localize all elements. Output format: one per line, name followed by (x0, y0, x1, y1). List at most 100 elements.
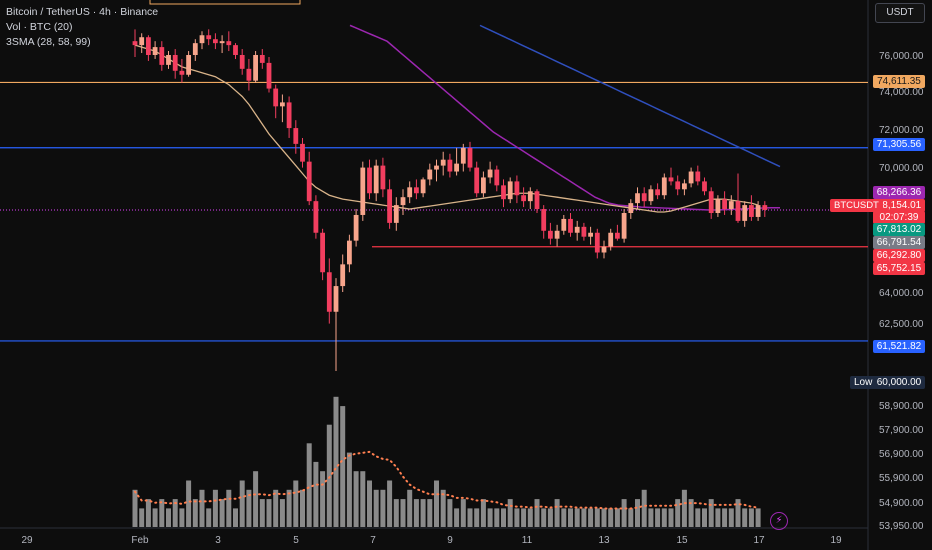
volume-bar (300, 489, 305, 527)
candle-body (152, 47, 158, 55)
time-tick: 19 (830, 535, 842, 546)
candle-body (588, 232, 593, 237)
time-tick: 5 (293, 535, 299, 546)
volume-bar (594, 508, 600, 527)
chart-legend: Bitcoin / TetherUS · 4h · Binance Vol · … (6, 5, 158, 50)
time-tick: 7 (370, 535, 376, 546)
candle-body (460, 147, 466, 164)
volume-bar (152, 508, 158, 527)
candle-body (675, 181, 681, 190)
candle-body (574, 226, 580, 233)
volume-bar (413, 499, 419, 527)
volume-bar (279, 499, 285, 527)
volume-bar (306, 443, 312, 527)
candle-body (708, 191, 714, 213)
volume-tick: 53,950.00 (879, 521, 924, 532)
candle-body (541, 209, 547, 231)
currency-button[interactable]: USDT (875, 3, 925, 23)
volume-bar (139, 508, 145, 527)
candle-body (306, 161, 312, 202)
candle-body (179, 70, 185, 75)
volume-bar (574, 508, 580, 527)
candle-body (233, 45, 238, 55)
candle-body (353, 214, 359, 241)
candle-body (454, 163, 459, 172)
volume-bar (219, 499, 225, 527)
time-tick: 29 (21, 535, 33, 546)
candle-body (340, 264, 346, 287)
volume-bar (681, 489, 687, 527)
sma-fast-line (134, 44, 759, 213)
candle-body (166, 55, 171, 65)
candle-body (601, 246, 607, 253)
candle-body (407, 187, 413, 198)
candle-body (742, 205, 748, 221)
candle-body (715, 199, 721, 213)
volume-bar (259, 499, 265, 527)
candle-body (554, 230, 560, 239)
time-tick: 9 (447, 535, 453, 546)
volume-bar (454, 508, 460, 527)
volume-bar (387, 480, 393, 527)
annotation-box (149, 0, 301, 5)
volume-indicator-label: Vol · BTC (20) (6, 21, 73, 33)
volume-bar (688, 499, 694, 527)
volume-bar (735, 499, 741, 527)
lightning-icon[interactable]: ⚡ (770, 512, 788, 530)
candle-body (373, 165, 379, 194)
candle-body (219, 41, 225, 44)
candle-body (393, 205, 399, 223)
volume-bar (293, 480, 299, 527)
volume-bar (534, 499, 540, 527)
candle-body (206, 35, 212, 40)
volume-bar (427, 499, 433, 527)
price-tag-65752: 65,752.15 (873, 262, 925, 275)
volume-bar (474, 508, 480, 527)
sma-mid-line (349, 24, 780, 211)
volume-bar (326, 424, 332, 527)
volume-bar (320, 471, 326, 527)
candle-body (420, 179, 426, 194)
candle-body (481, 177, 486, 194)
candle-body (146, 37, 151, 55)
volume-bar (588, 508, 594, 527)
candle-body (668, 177, 674, 182)
volume-bar (239, 480, 245, 527)
volume-bar (581, 508, 587, 527)
volume-bar (742, 508, 748, 527)
sma-fast-tag: 67,813.02 (873, 223, 925, 236)
candle-body (186, 55, 191, 75)
candle-body (608, 232, 614, 247)
volume-bar (501, 508, 506, 527)
candle-body (266, 62, 272, 89)
candle-body (641, 193, 647, 202)
volume-bar (614, 508, 620, 527)
volume-bar (722, 508, 728, 527)
volume-bar (172, 499, 178, 527)
time-tick: Feb (131, 535, 149, 546)
time-tick: 15 (676, 535, 688, 546)
candle-body (648, 189, 654, 202)
volume-tick: 56,900.00 (879, 449, 924, 460)
candle-body (300, 143, 305, 162)
candle-body (320, 232, 325, 273)
volume-bar (467, 508, 473, 527)
volume-bar (367, 480, 372, 527)
volume-bar (233, 508, 238, 527)
price-tag-61521: 61,521.82 (873, 340, 925, 353)
volume-bar (601, 508, 607, 527)
volume-tick: 58,900.00 (879, 401, 924, 412)
candle-body (293, 128, 299, 144)
candle-body (688, 171, 694, 184)
candle-body (695, 171, 701, 182)
volume-bar (608, 508, 614, 527)
volume-bar (179, 508, 185, 527)
candle-body (286, 102, 292, 129)
volume-bar (159, 499, 165, 527)
candle-body (333, 286, 339, 312)
candle-body (427, 169, 433, 180)
low-label: Low (850, 376, 877, 389)
candle-body (682, 183, 687, 190)
volume-bar (708, 499, 714, 527)
